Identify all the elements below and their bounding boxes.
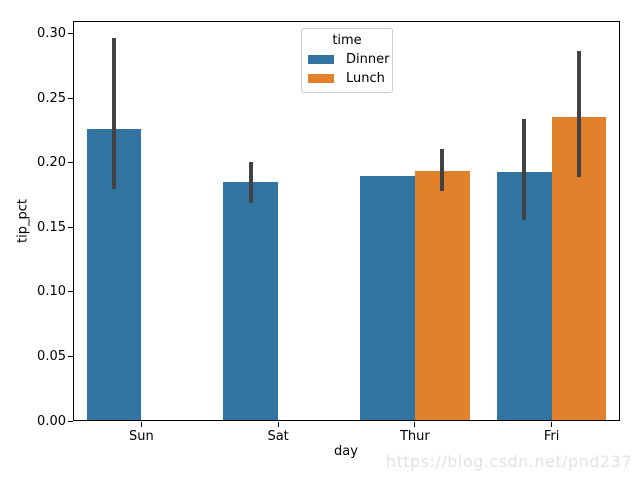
- y-tick-label: 0.10: [37, 284, 66, 300]
- watermark-text: https://blog.csdn.net/pnd237: [385, 452, 632, 471]
- y-tick: [68, 291, 73, 293]
- x-tick-label: Fri: [543, 429, 560, 444]
- legend-label: Dinner: [346, 52, 390, 67]
- x-tick: [140, 422, 142, 427]
- y-tick: [68, 420, 73, 422]
- bar-thur-lunch: [414, 170, 470, 420]
- error-bar-fri-lunch: [576, 50, 581, 178]
- x-tick: [414, 422, 416, 427]
- y-tick: [68, 97, 73, 99]
- y-tick-label: 0.05: [37, 348, 66, 364]
- y-tick-label: 0.30: [37, 26, 66, 42]
- legend-swatch-dinner: [308, 55, 334, 64]
- y-tick: [68, 33, 73, 35]
- y-tick-label: 0.00: [37, 413, 66, 429]
- y-tick-label: 0.25: [37, 90, 66, 106]
- error-bar-sun-dinner: [112, 37, 117, 189]
- x-tick: [277, 422, 279, 427]
- legend-title: time: [332, 33, 362, 48]
- x-tick-label: Sat: [267, 429, 289, 444]
- y-tick: [68, 226, 73, 228]
- legend-entry-lunch: Lunch: [308, 71, 386, 86]
- y-tick: [68, 162, 73, 164]
- x-tick: [551, 422, 553, 427]
- y-tick-label: 0.15: [37, 219, 66, 235]
- legend-entry-dinner: Dinner: [308, 52, 390, 67]
- error-bar-thur-lunch: [440, 148, 445, 192]
- y-tick-label: 0.20: [37, 155, 66, 171]
- error-bar-sat-dinner: [248, 161, 253, 203]
- x-axis-label: day: [334, 444, 358, 459]
- legend-entries: Dinner Lunch: [308, 52, 390, 86]
- legend: time Dinner Lunch: [301, 28, 393, 93]
- bar-sat-dinner: [223, 182, 279, 420]
- x-tick-label: Thur: [399, 429, 430, 444]
- x-tick-label: Sun: [129, 429, 154, 444]
- error-bar-fri-dinner: [522, 119, 527, 220]
- legend-swatch-lunch: [308, 74, 334, 83]
- bar-thur-dinner: [360, 175, 415, 420]
- legend-label: Lunch: [346, 71, 385, 86]
- y-tick: [68, 355, 73, 357]
